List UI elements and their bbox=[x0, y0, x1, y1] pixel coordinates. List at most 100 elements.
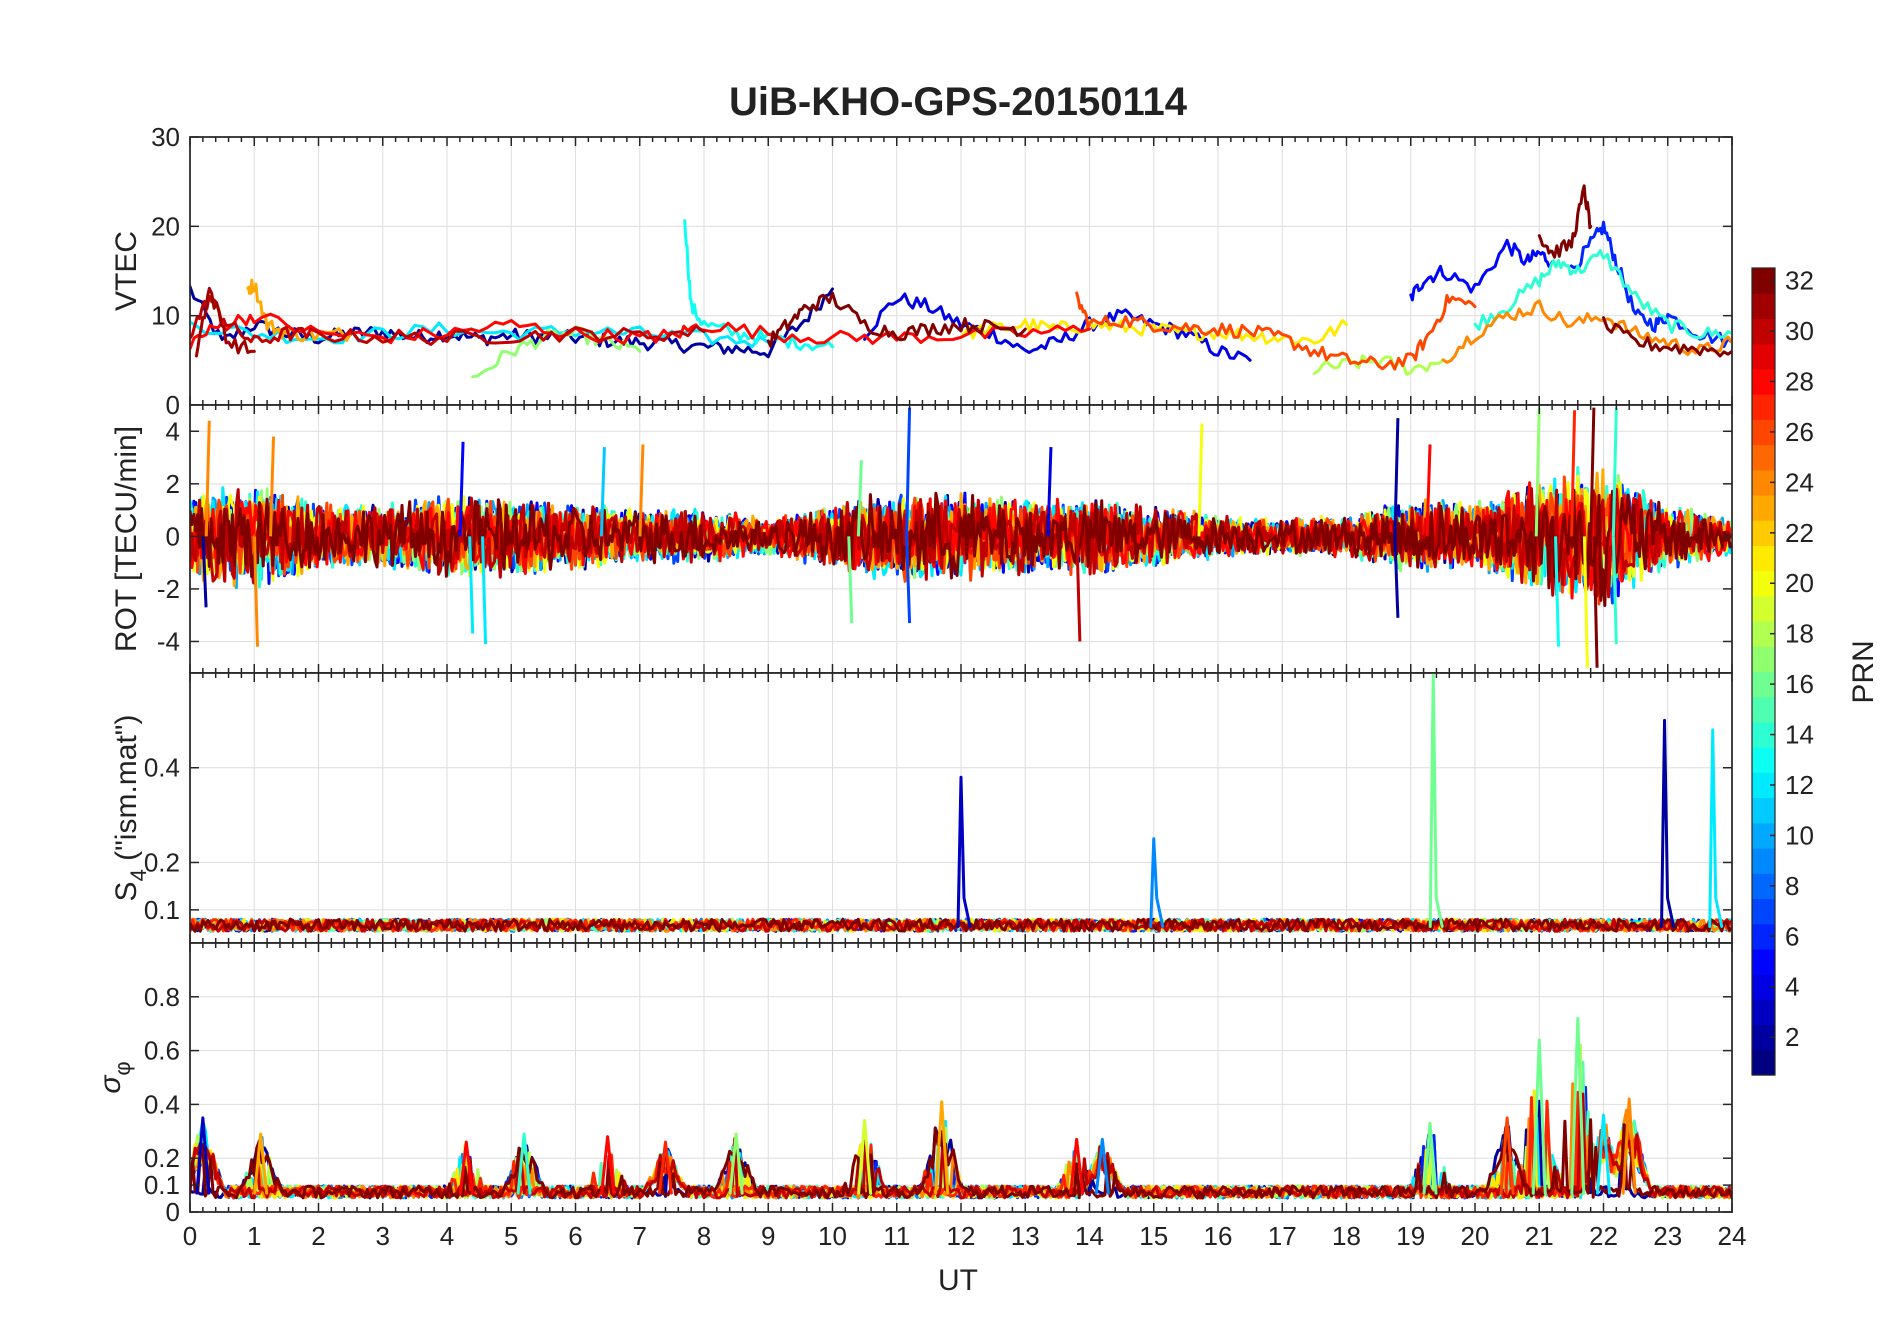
colorbar-cell bbox=[1752, 974, 1775, 1000]
colorbar-cell bbox=[1752, 268, 1775, 294]
colorbar-tick-label: 14 bbox=[1785, 720, 1814, 750]
rot-spike bbox=[1570, 410, 1577, 537]
colorbar-border bbox=[1751, 267, 1776, 1076]
y-tick-label: 0.8 bbox=[144, 982, 180, 1012]
sigma-phi-peak bbox=[1570, 1016, 1586, 1195]
colorbar-cell bbox=[1752, 822, 1775, 849]
colorbar-cell bbox=[1752, 1024, 1775, 1051]
colorbar-cell bbox=[1752, 797, 1775, 824]
ylabel-rest: ("ism.mat") bbox=[110, 715, 143, 870]
rot-spike bbox=[1582, 536, 1589, 668]
x-tick-label: 21 bbox=[1525, 1221, 1554, 1251]
colorbar-tick-label: 12 bbox=[1785, 770, 1814, 800]
rot-spike bbox=[468, 536, 475, 634]
x-tick-label: 23 bbox=[1653, 1221, 1682, 1251]
s4-spike bbox=[956, 775, 972, 928]
colorbar-tick-label: 18 bbox=[1785, 619, 1814, 649]
sigma-phi-peak bbox=[657, 1140, 673, 1195]
colorbar-cell bbox=[1752, 721, 1775, 748]
vtec-series-prn-21 bbox=[959, 318, 1348, 346]
y-tick-label: 0 bbox=[166, 390, 180, 420]
y-tick-label: 0.6 bbox=[144, 1036, 180, 1066]
y-tick-label: 4 bbox=[166, 416, 180, 446]
rot-spike bbox=[1075, 536, 1082, 642]
s4-spike bbox=[1660, 718, 1676, 928]
x-tick-label: 12 bbox=[947, 1221, 976, 1251]
s4-series-prn-27 bbox=[190, 917, 1732, 933]
colorbar-cell bbox=[1752, 368, 1775, 395]
panel-data-rot bbox=[190, 407, 1732, 668]
vtec-series-prn-24 bbox=[1441, 299, 1732, 364]
colorbar-cell bbox=[1752, 696, 1775, 723]
y-tick-label: 0.1 bbox=[144, 1170, 180, 1200]
rot-spike bbox=[1592, 536, 1599, 668]
s4-spike bbox=[1428, 673, 1444, 928]
rot-spike bbox=[1393, 418, 1400, 537]
y-axis-label-rot: ROT [TECU/min] bbox=[110, 426, 143, 652]
x-tick-label: 11 bbox=[883, 1221, 910, 1251]
rot-spike bbox=[204, 420, 211, 537]
colorbar-tick-label: 8 bbox=[1785, 871, 1799, 901]
y-tick-label: -4 bbox=[157, 626, 180, 656]
y-tick-label: 0.1 bbox=[144, 895, 180, 925]
colorbar-cell bbox=[1752, 520, 1775, 547]
sigma-phi-peak bbox=[1499, 1116, 1515, 1195]
x-tick-label: 20 bbox=[1461, 1221, 1490, 1251]
vtec-series-prn-14 bbox=[1473, 249, 1732, 340]
s4-spike bbox=[1149, 837, 1165, 928]
sigma-phi-peak bbox=[1422, 1121, 1438, 1195]
y-tick-label: -2 bbox=[157, 574, 180, 604]
colorbar-cell bbox=[1752, 772, 1775, 799]
x-tick-label: 22 bbox=[1589, 1221, 1618, 1251]
colorbar-cell bbox=[1752, 948, 1775, 975]
panel-data-s4 bbox=[190, 673, 1732, 933]
rot-series-prn-32 bbox=[190, 488, 1732, 607]
ylabel-main: S bbox=[110, 881, 143, 901]
colorbar-cell bbox=[1752, 419, 1775, 446]
sigma-phi-peak bbox=[195, 1116, 211, 1195]
x-tick-label: 18 bbox=[1332, 1221, 1361, 1251]
vtec-series-prn-31 bbox=[194, 286, 256, 358]
colorbar-cell bbox=[1752, 343, 1775, 370]
vtec-series-prn-30 bbox=[190, 294, 706, 346]
x-tick-label: 5 bbox=[504, 1221, 518, 1251]
rot-spike bbox=[905, 536, 912, 624]
colorbar-cell bbox=[1752, 621, 1775, 647]
panel-sigma_phi: 00.10.2 0.4 0.6 0.8 σφ bbox=[94, 942, 1733, 1227]
rot-spike bbox=[201, 536, 208, 608]
colorbar-cell bbox=[1752, 873, 1775, 900]
x-tick-labels: 0 1 2 3 4 5 6 7 8 9 10 11 12 13 14 15 16 17 18 19 20 21 22 23 24 bbox=[183, 1221, 1747, 1251]
colorbar-cell bbox=[1752, 848, 1775, 874]
rot-spike bbox=[1611, 407, 1618, 537]
sigma-phi-peak bbox=[1531, 1038, 1547, 1195]
colorbar-tick-label: 10 bbox=[1785, 820, 1814, 850]
x-axis-label: UT bbox=[938, 1264, 978, 1297]
colorbar-cell bbox=[1752, 646, 1775, 673]
rot-spike bbox=[1046, 446, 1053, 537]
colorbar-cell bbox=[1752, 671, 1775, 698]
chart-title: UiB-KHO-GPS-20150114 bbox=[729, 80, 1188, 124]
vtec-series-prn-32 bbox=[766, 291, 1027, 348]
colorbar-tick-label: 20 bbox=[1785, 568, 1814, 598]
sigma-phi-peak bbox=[1596, 1113, 1611, 1195]
colorbar-tick-label: 26 bbox=[1785, 417, 1814, 447]
colorbar-tick-label: 4 bbox=[1785, 972, 1799, 1002]
sigma-phi-peak bbox=[1621, 1097, 1637, 1195]
rot-spike bbox=[905, 407, 912, 537]
y-tick-label: 0.4 bbox=[144, 753, 180, 783]
sigma-phi-peak bbox=[1094, 1137, 1110, 1195]
rot-spike bbox=[856, 460, 863, 537]
y-tick-label: 10 bbox=[151, 301, 180, 331]
panel-data-vtec bbox=[190, 184, 1732, 379]
sigma-phi-peak bbox=[600, 1135, 616, 1195]
colorbar-cell bbox=[1752, 469, 1775, 496]
colorbar-cell bbox=[1752, 1049, 1775, 1076]
rot-spike bbox=[1425, 444, 1432, 537]
x-tick-label: 6 bbox=[568, 1221, 582, 1251]
y-tick-label: 0.2 bbox=[144, 1143, 180, 1173]
y-tick-label: 20 bbox=[151, 211, 180, 241]
vtec-series-prn-32 bbox=[1537, 184, 1593, 259]
rot-spike bbox=[1554, 536, 1561, 647]
colorbar-cell bbox=[1752, 545, 1775, 572]
